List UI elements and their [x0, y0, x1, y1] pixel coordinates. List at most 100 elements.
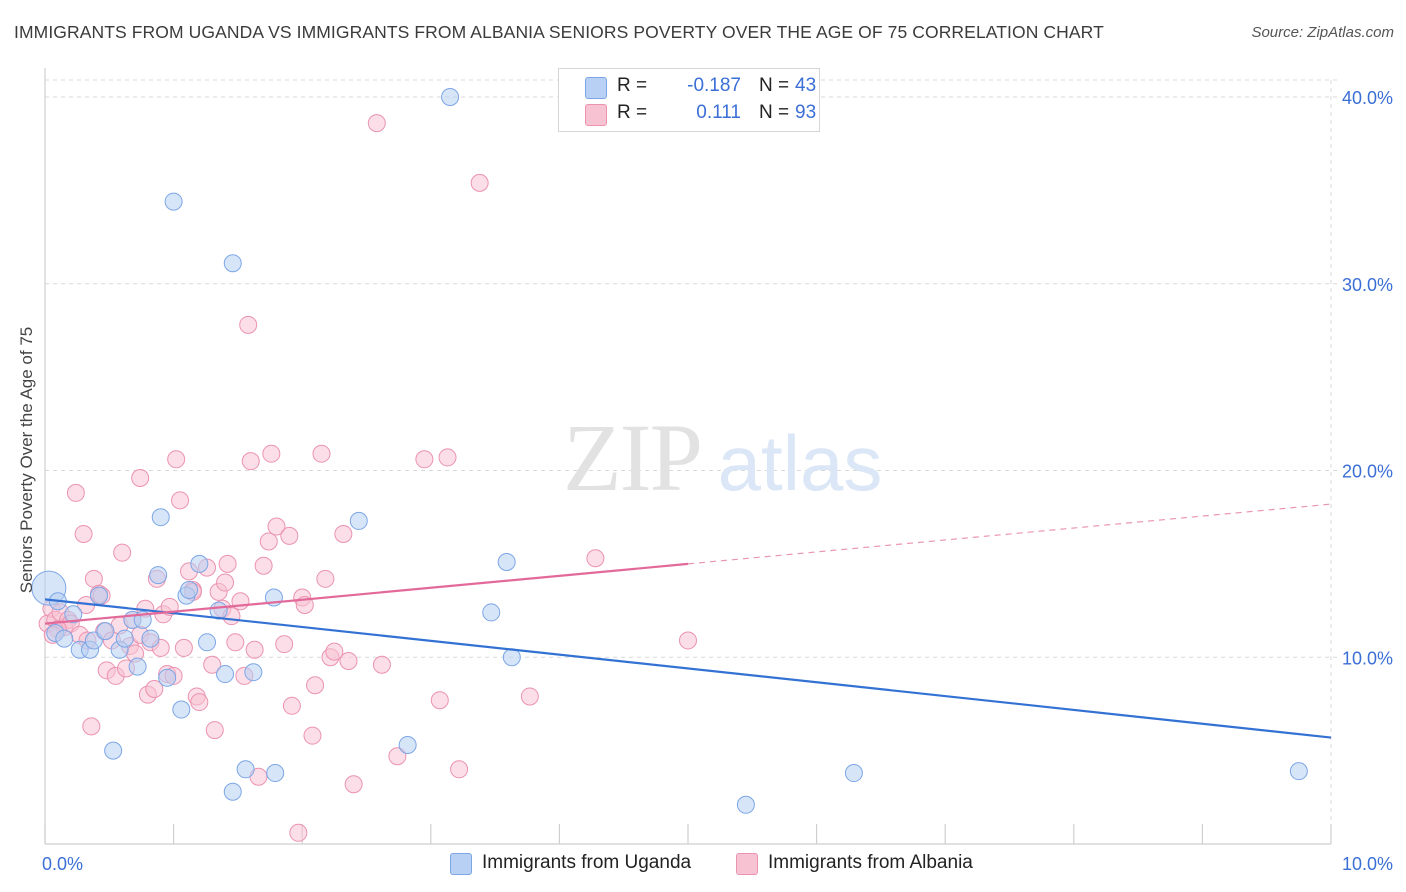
uganda-point: [198, 633, 217, 652]
albania-point: [254, 556, 273, 575]
uganda-point: [158, 668, 177, 687]
uganda-point: [736, 795, 755, 814]
uganda-point: [223, 782, 242, 801]
albania-point: [334, 524, 353, 543]
uganda-swatch: [585, 77, 607, 99]
albania-legend-label: Immigrants from Albania: [768, 852, 973, 873]
source-credit: Source: ZipAtlas.com: [1251, 24, 1394, 41]
uganda-legend-label: Immigrants from Uganda: [482, 852, 692, 873]
uganda-point: [190, 554, 209, 573]
axes: [44, 68, 1332, 845]
albania-r-label: R =: [617, 102, 648, 123]
y-tick-label: 40.0%: [1342, 88, 1393, 108]
uganda-point: [149, 566, 168, 585]
uganda-point: [180, 581, 199, 600]
watermark-zip: ZIP: [563, 404, 701, 511]
uganda-point: [482, 603, 501, 622]
albania-point: [312, 444, 331, 463]
uganda-point: [96, 622, 115, 641]
albania-point: [190, 693, 209, 712]
albania-point: [679, 631, 697, 650]
albania-r-value: 0.111: [696, 102, 741, 123]
albania-point: [203, 655, 222, 674]
albania-point: [289, 823, 308, 842]
uganda-point: [128, 657, 147, 676]
correlation-legend: R = -0.187 N = 43 R = 0.111 N = 93: [558, 68, 820, 132]
albania-points: [38, 114, 697, 842]
albania-point: [586, 549, 605, 568]
uganda-n-value: 43: [795, 75, 817, 96]
watermark-atlas: atlas: [718, 419, 883, 507]
albania-point: [438, 448, 457, 467]
uganda-r-label: R =: [617, 75, 648, 96]
albania-point: [282, 696, 301, 715]
uganda-point: [497, 553, 516, 572]
tick-labels: 10.0% 20.0% 30.0% 40.0% 0.0% 10.0%: [42, 88, 1393, 874]
albania-point: [303, 726, 322, 745]
albania-point: [226, 633, 245, 652]
albania-point: [216, 573, 235, 592]
albania-point: [280, 526, 299, 545]
uganda-point: [172, 700, 191, 719]
uganda-r-value: -0.187: [687, 75, 741, 96]
trend-lines: [44, 503, 1332, 739]
albania-trend-extension: [687, 503, 1332, 565]
albania-point: [372, 655, 391, 674]
albania-n-label: N =: [759, 102, 790, 123]
albania-point: [171, 491, 190, 510]
y-tick-label: 30.0%: [1342, 275, 1393, 295]
albania-point: [245, 640, 264, 659]
albania-point: [267, 517, 286, 536]
uganda-point: [223, 254, 242, 273]
uganda-point: [104, 741, 123, 760]
albania-point: [241, 452, 260, 471]
uganda-point: [349, 511, 368, 530]
albania-point: [239, 315, 258, 334]
uganda-n-label: N =: [759, 75, 790, 96]
uganda-point: [64, 605, 83, 624]
uganda-point: [236, 760, 255, 779]
albania-point: [113, 543, 132, 562]
albania-point: [344, 775, 363, 794]
albania-legend-swatch: [736, 853, 758, 875]
albania-point: [415, 450, 434, 469]
albania-point: [84, 569, 103, 588]
uganda-point: [115, 629, 134, 648]
x-tick-label: 0.0%: [42, 854, 83, 874]
albania-point: [430, 691, 449, 710]
x-tick-label: 10.0%: [1342, 854, 1393, 874]
albania-point: [231, 592, 250, 611]
y-axis-label-wrap: Seniors Poverty Over the Age of 75: [12, 300, 42, 620]
uganda-point: [141, 629, 160, 648]
albania-point: [367, 114, 386, 133]
albania-swatch: [585, 104, 607, 126]
albania-trend-line: [44, 562, 689, 625]
uganda-point: [844, 764, 863, 783]
albania-point: [66, 483, 85, 502]
albania-point: [470, 173, 489, 192]
chart-title: IMMIGRANTS FROM UGANDA VS IMMIGRANTS FRO…: [14, 22, 1104, 42]
albania-point: [174, 638, 193, 657]
uganda-point: [1289, 762, 1308, 781]
albania-point: [275, 635, 294, 654]
albania-point: [325, 642, 344, 661]
albania-n-value: 93: [795, 102, 817, 123]
albania-point: [218, 554, 237, 573]
albania-point: [306, 676, 325, 695]
uganda-trend-line: [44, 598, 1332, 739]
uganda-point: [398, 736, 417, 755]
albania-point: [167, 450, 186, 469]
uganda-point: [216, 665, 235, 684]
y-axis-label: Seniors Poverty Over the Age of 75: [17, 326, 36, 594]
albania-point: [131, 468, 150, 487]
albania-point: [259, 532, 278, 551]
albania-point: [316, 569, 335, 588]
uganda-point: [266, 764, 285, 783]
albania-point: [450, 760, 469, 779]
albania-point: [339, 651, 358, 670]
uganda-point: [502, 648, 521, 667]
uganda-point: [151, 508, 170, 527]
uganda-point: [244, 663, 263, 682]
y-tick-label: 20.0%: [1342, 462, 1393, 482]
